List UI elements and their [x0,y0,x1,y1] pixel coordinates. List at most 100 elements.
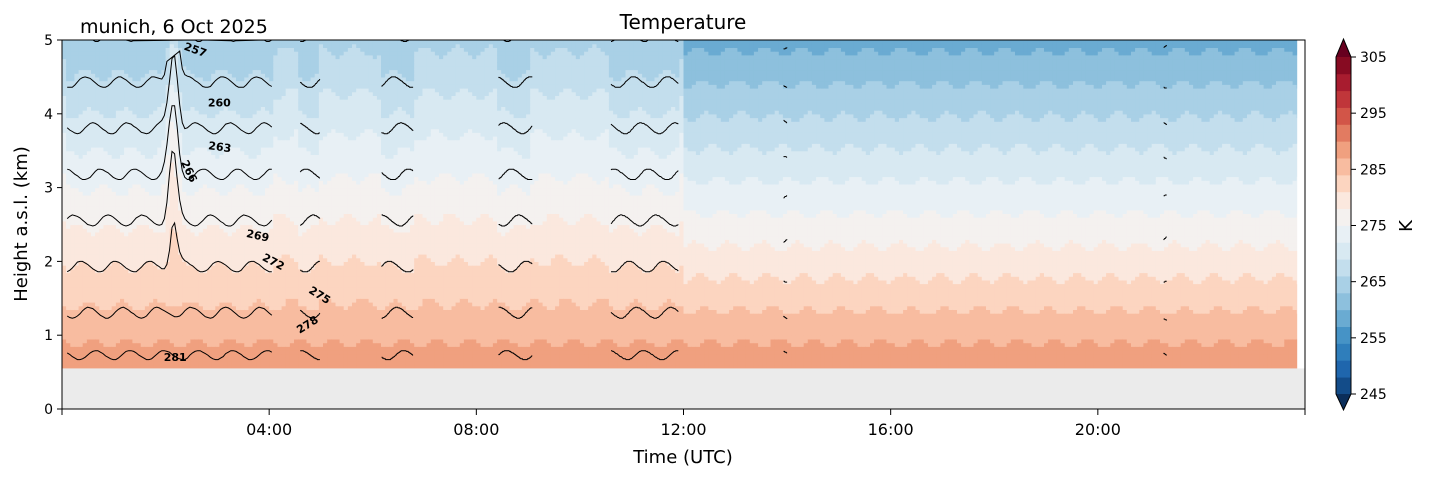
field-cell [107,117,113,122]
field-cell [95,158,100,163]
field-cell [103,62,109,67]
field-cell [165,117,171,122]
field-cell [198,250,204,255]
field-cell [215,309,220,314]
field-cell [178,176,183,181]
field-cell [78,313,84,318]
field-cell [186,346,191,351]
field-cell [120,51,125,56]
field-cell [111,254,117,259]
field-cell [66,191,71,196]
field-cell [207,302,212,307]
field-cell [215,331,220,336]
field-cell [140,294,146,299]
field-cell [111,128,117,133]
field-cell [103,335,109,340]
field-cell [277,110,283,115]
field-cell [74,132,80,137]
field-cell [240,298,245,303]
field-cell [182,147,187,152]
field-cell [219,62,225,67]
field-cell [240,124,245,130]
field-cell [169,342,175,347]
field-cell [182,110,187,115]
field-cell [289,231,295,237]
field-cell [285,261,291,266]
field-cell [198,202,204,207]
field-cell [281,331,287,336]
field-cell [190,143,196,148]
field-cell [256,331,262,336]
field-cell [78,335,84,340]
field-cell [111,217,117,222]
field-cell [231,309,237,314]
field-cell [153,257,158,262]
field-cell [161,235,167,240]
field-cell [256,84,262,89]
field-cell [95,320,100,325]
field-cell [128,342,133,347]
field-cell [277,95,283,100]
field-cell [86,350,92,355]
field-cell [70,172,75,178]
field-cell [244,338,249,344]
field-cell [132,242,138,248]
field-cell [211,361,216,366]
field-cell [227,99,233,104]
field-cell [186,213,191,218]
field-cell [103,361,109,366]
field-cell [236,147,241,152]
field-cell [285,279,291,285]
field-cell [91,265,96,270]
field-cell [107,139,113,144]
field-cell [223,276,229,281]
field-cell [269,276,274,281]
field-cell [128,261,133,266]
field-cell [260,261,266,266]
field-cell [149,172,154,178]
field-cell [62,43,67,48]
field-cell [256,158,262,163]
field-cell [161,88,167,93]
field-cell [70,364,75,369]
field-cell [78,40,84,45]
field-cell [78,113,84,119]
field-cell [161,84,167,89]
field-cell [136,176,142,181]
field-cell [219,69,225,74]
field-cell [115,117,121,122]
field-cell [62,102,67,107]
field-cell [285,65,291,71]
field-cell [103,84,109,89]
field-cell [161,102,167,107]
field-cell [78,147,84,152]
field-cell [74,176,80,181]
field-cell [157,198,162,203]
field-cell [144,73,150,78]
field-cell [227,231,233,237]
field-cell [223,331,229,336]
field-cell [136,272,142,277]
field-cell [269,62,274,67]
field-cell [236,91,241,96]
field-cell [70,242,75,248]
field-cell [161,250,167,255]
field-cell [111,191,117,196]
field-cell [260,228,266,233]
field-cell [252,242,258,248]
field-cell [165,76,171,82]
field-cell [265,353,270,358]
field-cell [211,346,216,351]
field-cell [269,327,274,333]
field-cell [223,154,229,159]
field-cell [211,313,216,318]
field-cell [153,331,158,336]
field-cell [236,290,241,296]
field-cell [223,357,229,362]
field-cell [281,121,287,126]
field-cell [285,302,291,307]
field-cell [256,206,262,211]
field-cell [157,335,162,340]
field-cell [252,198,258,203]
field-cell [128,224,133,229]
